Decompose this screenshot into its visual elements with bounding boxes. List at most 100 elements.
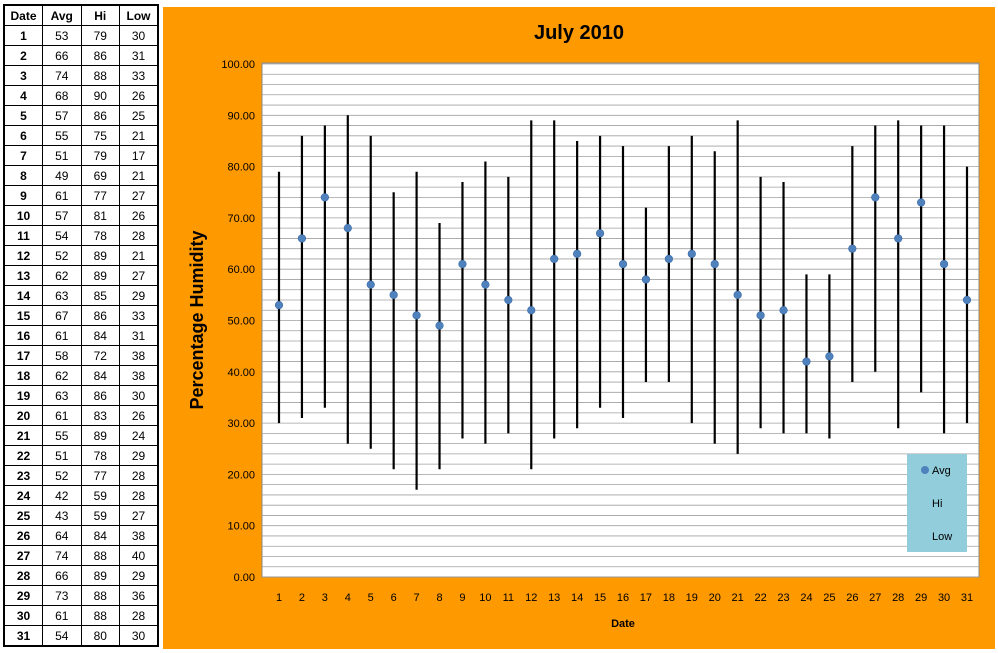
y-tick-label: 20.00 (227, 469, 255, 481)
table-row: 22 51 78 29 (3, 445, 159, 466)
cell-avg: 52 (42, 245, 82, 266)
cell-avg: 51 (42, 145, 82, 166)
cell-date: 28 (3, 565, 43, 586)
cell-hi: 75 (80, 125, 120, 146)
cell-low: 30 (119, 625, 159, 647)
cell-low: 25 (119, 105, 159, 126)
cell-hi: 80 (80, 625, 120, 647)
x-tick-label: 1 (276, 592, 282, 604)
cell-hi: 86 (80, 385, 120, 406)
x-tick-label: 30 (938, 592, 950, 604)
cell-avg: 52 (42, 465, 82, 486)
cell-hi: 77 (80, 185, 120, 206)
cell-date: 20 (3, 405, 43, 426)
avg-point (939, 259, 949, 269)
table-row: 18 62 84 38 (3, 365, 159, 386)
cell-date: 6 (3, 125, 43, 146)
cell-hi: 88 (80, 605, 120, 626)
y-tick-label: 0.00 (234, 572, 255, 584)
cell-low: 28 (119, 225, 159, 246)
cell-hi: 86 (80, 45, 120, 66)
cell-hi: 86 (80, 105, 120, 126)
table-row: 29 73 88 36 (3, 585, 159, 606)
cell-hi: 89 (80, 245, 120, 266)
avg-point (962, 295, 972, 305)
cell-date: 29 (3, 585, 43, 606)
cell-low: 21 (119, 125, 159, 146)
x-axis-label: Date (611, 618, 635, 630)
avg-point (756, 311, 765, 320)
cell-low: 27 (119, 185, 159, 206)
cell-avg: 61 (42, 605, 82, 626)
x-tick-label: 31 (961, 592, 973, 604)
chart-title: July 2010 (534, 22, 624, 44)
cell-avg: 53 (42, 25, 82, 46)
cell-hi: 77 (80, 465, 120, 486)
avg-point (527, 306, 536, 315)
x-tick-label: 3 (322, 592, 328, 604)
y-tick-label: 80.00 (227, 162, 255, 174)
cell-date: 4 (3, 85, 43, 106)
cell-low: 28 (119, 465, 159, 486)
table-row: 19 63 86 30 (3, 385, 159, 406)
cell-low: 30 (119, 25, 159, 46)
table-row: 17 58 72 38 (3, 345, 159, 366)
cell-date: 16 (3, 325, 43, 346)
table-row: 26 64 84 38 (3, 525, 159, 546)
cell-avg: 66 (42, 45, 82, 66)
table-row: 7 51 79 17 (3, 145, 159, 166)
cell-date: 15 (3, 305, 43, 326)
x-tick-label: 13 (548, 592, 560, 604)
legend-hi-label: Hi (932, 498, 942, 510)
cell-low: 21 (119, 245, 159, 266)
cell-low: 31 (119, 45, 159, 66)
avg-point (320, 193, 329, 202)
cell-date: 30 (3, 605, 43, 626)
cell-hi: 90 (80, 85, 120, 106)
cell-low: 27 (119, 505, 159, 526)
cell-date: 9 (3, 185, 43, 206)
avg-point (550, 254, 559, 264)
cell-hi: 72 (80, 345, 120, 366)
x-tick-label: 5 (368, 592, 374, 604)
legend-box (907, 454, 967, 552)
table-row: 27 74 88 40 (3, 545, 159, 566)
cell-hi: 69 (80, 165, 120, 186)
table-row: 15 67 86 33 (3, 305, 159, 326)
x-tick-label: 17 (640, 592, 652, 604)
cell-date: 3 (3, 65, 43, 86)
header-hi: Hi (80, 4, 120, 26)
cell-date: 7 (3, 145, 43, 166)
y-axis-ticks: 0.00 10.00 20.00 30.00 40.00 50.00 60.00 70.00 8… (221, 59, 255, 584)
cell-low: 26 (119, 85, 159, 106)
cell-avg: 51 (42, 445, 82, 466)
cell-avg: 64 (42, 525, 82, 546)
cell-avg: 61 (42, 325, 82, 346)
cell-avg: 74 (42, 65, 82, 86)
x-axis-ticks: 1 2 3 4 5 6 7 8 9 10 11 12 13 14 15 16 17 18 19 20 21 22 23 24 2… (276, 592, 973, 604)
cell-low: 31 (119, 325, 159, 346)
table-row: 9 61 77 27 (3, 185, 159, 206)
avg-point (687, 249, 696, 258)
cell-date: 8 (3, 165, 43, 186)
x-tick-label: 8 (436, 592, 442, 604)
cell-avg: 49 (42, 165, 82, 186)
cell-low: 40 (119, 545, 159, 566)
cell-date: 14 (3, 285, 43, 306)
x-tick-label: 25 (823, 592, 835, 604)
y-axis-label: Percentage Humidity (187, 230, 207, 409)
avg-point (733, 290, 742, 299)
y-tick-label: 60.00 (227, 264, 255, 276)
cell-avg: 58 (42, 345, 82, 366)
x-tick-label: 27 (869, 592, 881, 604)
table-row: 13 62 89 27 (3, 265, 159, 286)
table-row: 8 49 69 21 (3, 165, 159, 186)
x-tick-label: 6 (391, 592, 397, 604)
avg-point (274, 301, 284, 310)
y-tick-label: 50.00 (227, 316, 255, 328)
cell-hi: 79 (80, 145, 120, 166)
x-tick-label: 29 (915, 592, 927, 604)
cell-low: 38 (119, 525, 159, 546)
humidity-data-table: Date Avg Hi Low 1 53 79 30 2 66 86 31 3 74 88 33 4 68… (3, 4, 159, 647)
cell-low: 17 (119, 145, 159, 166)
